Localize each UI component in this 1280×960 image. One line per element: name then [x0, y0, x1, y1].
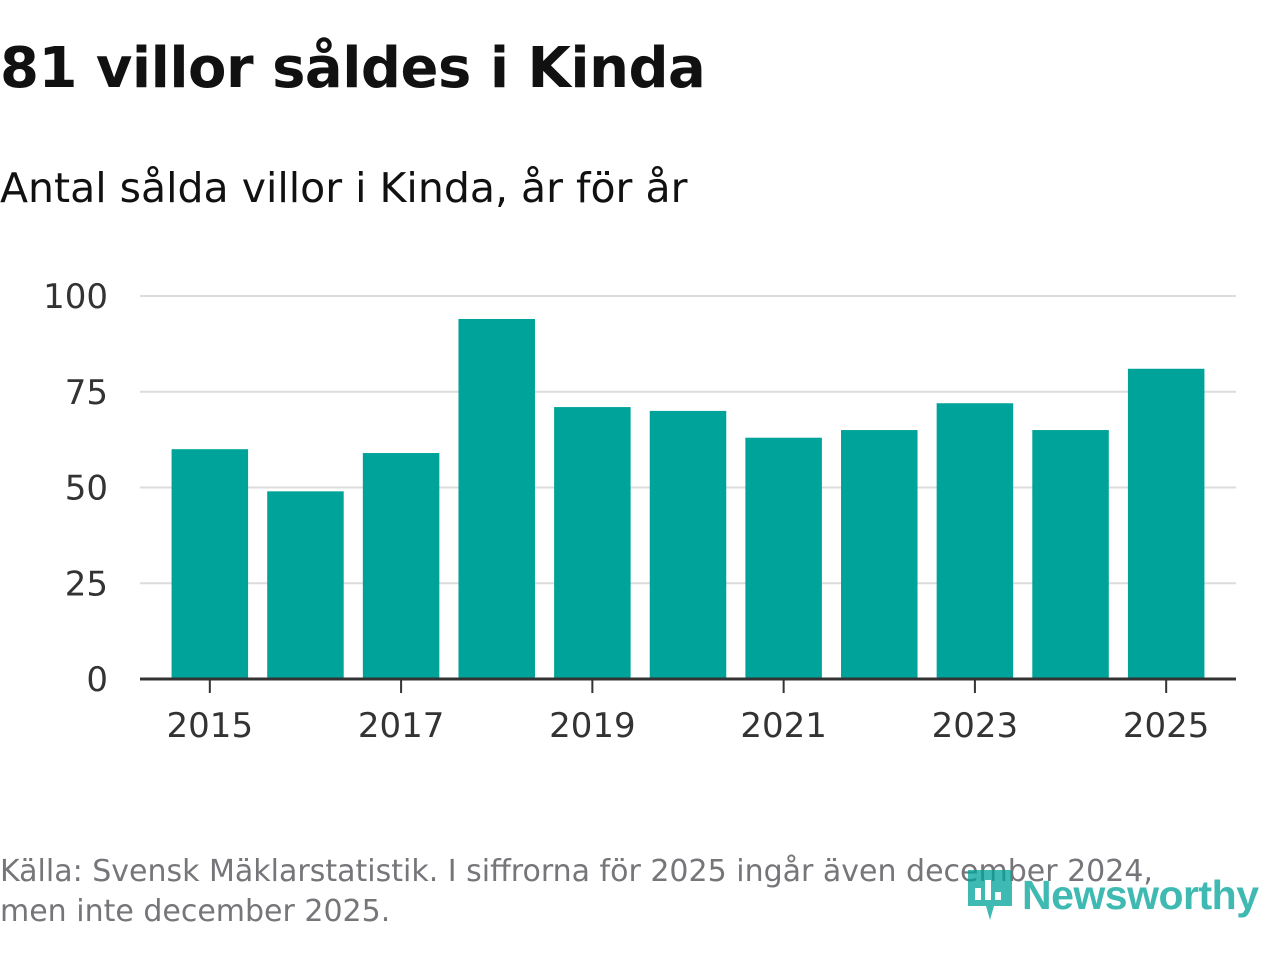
bar-2016[interactable]: [267, 491, 344, 679]
y-axis: 0 25 50 75 100: [43, 277, 108, 700]
newsworthy-logo[interactable]: Newsworthy: [964, 864, 1259, 926]
bar-2021[interactable]: [745, 437, 822, 679]
bar-2020[interactable]: [649, 410, 727, 679]
chart-title: 81 villor såldes i Kinda: [0, 36, 706, 101]
bar-2023[interactable]: [936, 403, 1014, 679]
bar-2024[interactable]: [1032, 430, 1109, 679]
bar-2025[interactable]: [1127, 368, 1205, 679]
source-note: Källa: Svensk Mäklarstatistik. I siffror…: [0, 852, 1280, 932]
y-tick-label-50: 50: [65, 469, 108, 509]
bar-2019[interactable]: [554, 407, 631, 679]
y-tick-label-100: 100: [43, 277, 108, 317]
x-tick-label-2019: 2019: [549, 706, 636, 746]
source-line-2: men inte december 2025.: [0, 894, 391, 929]
x-axis: 2015 2017 2019 2021 2023 2025: [140, 677, 1236, 746]
brand-name: Newsworthy: [1022, 871, 1259, 918]
x-tick-label-2025: 2025: [1123, 706, 1210, 746]
x-tick-label-2023: 2023: [932, 706, 1019, 746]
newsworthy-icon: [968, 870, 1012, 920]
bar-chart: 0 25 50 75 100 2015 2017 2019 2021 2023 2025: [43, 277, 1236, 746]
bars: [171, 318, 1205, 679]
bar-2015[interactable]: [171, 449, 249, 679]
x-tick-label-2021: 2021: [740, 706, 827, 746]
bar-2018[interactable]: [458, 318, 535, 679]
y-tick-label-25: 25: [65, 564, 108, 604]
y-tick-label-75: 75: [65, 373, 108, 413]
chart-subtitle: Antal sålda villor i Kinda, år för år: [0, 164, 688, 212]
source-line-1: Källa: Svensk Mäklarstatistik. I siffror…: [0, 854, 1153, 889]
y-tick-label-0: 0: [86, 660, 108, 700]
bar-2017[interactable]: [362, 453, 440, 679]
bar-2022[interactable]: [841, 430, 918, 679]
x-tick-label-2015: 2015: [167, 706, 254, 746]
x-tick-label-2017: 2017: [358, 706, 445, 746]
